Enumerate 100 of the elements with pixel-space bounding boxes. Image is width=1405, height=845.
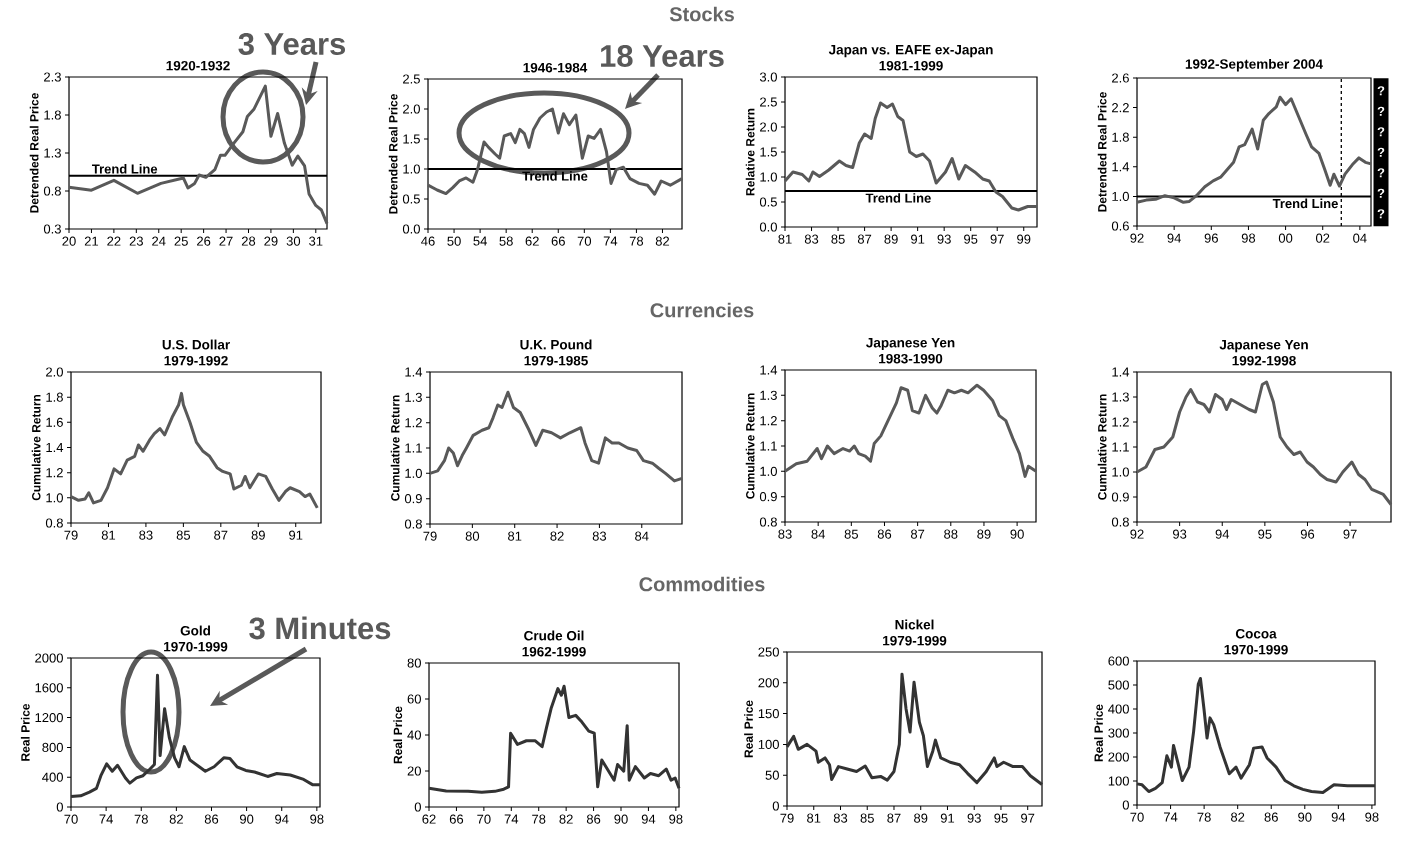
y-tick-label: 1.0 <box>1112 191 1129 201</box>
y-tick-label: 0 <box>772 801 779 811</box>
x-tick-label: 82 <box>169 814 183 824</box>
y-tick-label: 50 <box>765 770 779 780</box>
x-tick-label: 79 <box>780 813 794 823</box>
y-tick-label: 400 <box>1108 704 1129 714</box>
text: 3 Years <box>238 33 346 55</box>
text: 3 Minutes <box>249 616 391 640</box>
y-tick-label: 200 <box>758 678 779 688</box>
x-tick-label: 94 <box>1215 529 1230 539</box>
x-tick-label: 87 <box>214 530 228 540</box>
y-tick-label: 1.8 <box>46 392 63 402</box>
x-tick-label: 70 <box>477 814 491 824</box>
x-tick-label: 50 <box>447 236 461 246</box>
x-tick-label: 85 <box>860 813 874 823</box>
chart-subtitle: 1992-September 2004 <box>1185 58 1323 72</box>
y-tick-label: 800 <box>42 742 63 752</box>
y-tick-label: 1.4 <box>405 367 423 377</box>
text: ? ? ? ? ? ? ? <box>1377 86 1385 219</box>
x-tick-label: 83 <box>833 813 848 823</box>
chart-subtitle: 1981-1999 <box>879 60 943 71</box>
y-tick-label: 1.2 <box>1112 417 1129 427</box>
y-tick-label: 1.6 <box>46 417 63 427</box>
chart-title: Japanese Yen <box>1219 340 1308 353</box>
y-tick-label: 1.4 <box>46 443 64 452</box>
x-tick-label: 20 <box>62 236 76 246</box>
y-tick-label: 40 <box>407 730 421 740</box>
chart-subtitle: 1979-1999 <box>883 635 947 646</box>
x-tick-label: 74 <box>504 814 519 824</box>
chart-title: Japan vs. EAFE ex-Japan <box>828 45 993 58</box>
y-tick-label: 150 <box>758 708 779 719</box>
y-tick-label: 2000 <box>35 653 63 663</box>
x-tick-label: 29 <box>264 236 278 246</box>
x-tick-label: 86 <box>204 814 219 824</box>
x-tick-label: 87 <box>857 234 872 244</box>
y-tick-label: 1.3 <box>1112 392 1129 402</box>
y-tick-label: 1.2 <box>46 468 63 478</box>
y-tick-label: 0.8 <box>759 517 777 527</box>
x-tick-label: 00 <box>1278 233 1293 243</box>
y-tick-label: 1.4 <box>1112 367 1130 377</box>
chart-title: U.S. Dollar <box>162 339 230 350</box>
x-tick-label: 54 <box>473 236 487 246</box>
x-tick-label: 58 <box>499 236 513 246</box>
x-tick-label: 94 <box>641 814 656 824</box>
x-tick-label: 90 <box>1298 812 1312 822</box>
y-tick-label: 80 <box>407 658 421 668</box>
ref-line-label: Trend Line <box>1272 198 1338 209</box>
x-tick-label: 74 <box>603 236 618 246</box>
y-tick-label: 0.0 <box>759 222 777 232</box>
x-tick-label: 87 <box>887 813 901 823</box>
y-axis-title: Real Price <box>1094 704 1103 762</box>
y-tick-label: 1600 <box>35 683 63 693</box>
line-series <box>785 672 1044 786</box>
y-tick-label: 2.5 <box>760 97 777 107</box>
x-tick-label: 27 <box>219 236 233 246</box>
y-axis-title: Relative Return <box>745 108 755 196</box>
x-tick-label: 90 <box>239 814 254 824</box>
x-tick-label: 26 <box>197 236 211 246</box>
x-tick-label: 82 <box>550 531 564 541</box>
x-tick-label: 23 <box>129 236 143 246</box>
x-tick-label: 95 <box>964 234 978 244</box>
x-tick-label: 80 <box>465 531 480 541</box>
x-tick-label: 91 <box>289 530 303 540</box>
text: 18 Years <box>601 45 724 67</box>
x-tick-label: 97 <box>1021 813 1035 823</box>
y-tick-label: 0.0 <box>402 224 420 234</box>
x-tick-label: 96 <box>1300 529 1315 539</box>
x-tick-label: 81 <box>508 531 522 541</box>
y-tick-label: 600 <box>1108 656 1129 666</box>
x-tick-label: 70 <box>1130 812 1144 822</box>
chart-title: Japanese Yen <box>866 338 955 351</box>
x-tick-label: 62 <box>525 236 539 246</box>
x-tick-label: 89 <box>884 234 898 244</box>
text: Currencies <box>650 302 754 318</box>
y-tick-label: 2.0 <box>46 367 63 377</box>
x-tick-label: 24 <box>152 236 166 246</box>
chart-title: Crude Oil <box>524 630 584 641</box>
line-series <box>783 383 1038 478</box>
y-tick-label: 1.0 <box>405 468 422 478</box>
x-tick-label: 82 <box>559 814 573 824</box>
y-tick-label: 0.8 <box>45 518 63 528</box>
y-tick-label: 1.0 <box>403 164 420 174</box>
x-tick-label: 91 <box>911 234 925 244</box>
y-tick-label: 1.2 <box>760 416 777 426</box>
y-axis-title: Cumulative Return <box>31 394 41 501</box>
x-tick-label: 78 <box>629 236 644 246</box>
x-tick-label: 84 <box>811 529 826 539</box>
x-tick-label: 91 <box>940 813 955 823</box>
y-tick-label: 2.0 <box>403 104 420 114</box>
y-tick-label: 400 <box>42 772 63 782</box>
chart-title: Cocoa <box>1235 628 1277 639</box>
x-tick-label: 66 <box>551 236 565 246</box>
chart-subtitle: 1979-1992 <box>164 355 228 366</box>
line-series <box>427 684 681 794</box>
x-tick-label: 84 <box>635 531 649 541</box>
ref-line-label: Trend Line <box>91 164 158 174</box>
y-tick-label: 1.3 <box>44 148 61 158</box>
x-tick-label: 83 <box>778 529 792 539</box>
y-tick-label: 0.8 <box>1111 517 1129 527</box>
line-series <box>428 390 684 483</box>
